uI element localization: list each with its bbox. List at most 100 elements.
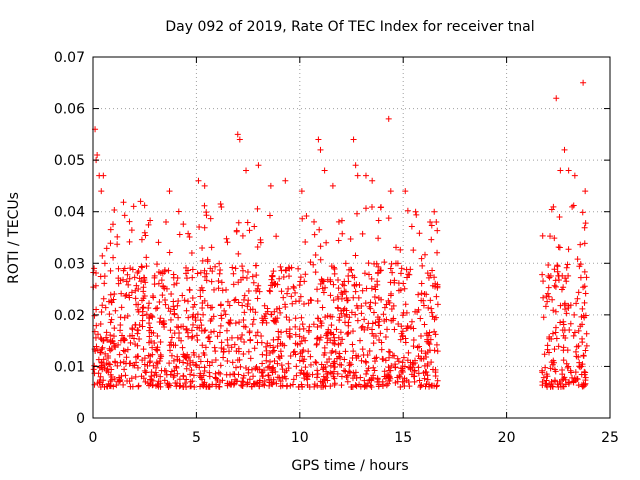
data-point — [540, 278, 547, 285]
data-point — [353, 302, 360, 309]
data-point — [263, 347, 270, 354]
data-point — [266, 363, 273, 370]
data-point — [108, 316, 115, 323]
data-point — [259, 373, 266, 380]
data-point — [544, 346, 551, 353]
data-point — [374, 376, 381, 383]
data-point — [146, 300, 153, 307]
data-point — [320, 278, 327, 285]
data-point — [562, 306, 569, 313]
data-point — [428, 305, 435, 312]
data-point — [253, 363, 260, 370]
data-point — [338, 295, 345, 302]
data-point — [382, 357, 389, 364]
data-point — [290, 376, 297, 383]
data-point — [348, 266, 355, 273]
data-point — [347, 236, 354, 243]
data-point — [551, 346, 558, 353]
data-point — [383, 382, 390, 389]
data-point — [571, 172, 578, 179]
data-point — [175, 314, 182, 321]
data-point — [213, 375, 220, 382]
data-point — [138, 263, 145, 270]
data-point — [434, 249, 441, 256]
data-point — [395, 287, 402, 294]
data-point — [186, 287, 193, 294]
data-point — [201, 364, 208, 371]
data-point — [547, 365, 554, 372]
data-point — [124, 346, 131, 353]
data-point — [293, 372, 300, 379]
data-point — [552, 283, 559, 290]
data-point — [336, 314, 343, 321]
data-point — [322, 314, 329, 321]
data-point — [314, 374, 321, 381]
data-point — [425, 274, 432, 281]
data-point — [296, 326, 303, 333]
data-point — [272, 281, 279, 288]
data-point — [541, 351, 548, 358]
data-point — [278, 288, 285, 295]
data-point — [139, 323, 146, 330]
data-point — [97, 349, 104, 356]
data-point — [338, 217, 345, 224]
data-point — [102, 350, 109, 357]
data-point — [363, 359, 370, 366]
data-point — [368, 275, 375, 282]
data-point — [552, 324, 559, 331]
data-point — [110, 333, 117, 340]
data-point — [145, 304, 152, 311]
data-point — [551, 266, 558, 273]
data-point — [174, 380, 181, 387]
data-point — [199, 245, 206, 252]
data-point — [198, 327, 205, 334]
data-point — [420, 302, 427, 309]
data-point — [381, 304, 388, 311]
data-point — [330, 281, 337, 288]
data-point — [189, 274, 196, 281]
data-point — [199, 300, 206, 307]
y-tick-label: 0.01 — [54, 359, 85, 375]
data-point — [304, 381, 311, 388]
data-point — [148, 369, 155, 376]
data-point — [118, 373, 125, 380]
data-point — [146, 327, 153, 334]
data-point — [297, 293, 304, 300]
data-point — [321, 349, 328, 356]
data-point — [195, 177, 202, 184]
data-point — [281, 369, 288, 376]
data-point — [415, 364, 422, 371]
data-point — [197, 269, 204, 276]
data-point — [386, 367, 393, 374]
data-point — [385, 364, 392, 371]
data-point — [314, 298, 321, 305]
data-point — [331, 337, 338, 344]
data-point — [418, 297, 425, 304]
data-point — [287, 353, 294, 360]
data-point — [560, 357, 567, 364]
data-point — [217, 322, 224, 329]
data-point — [253, 272, 260, 279]
data-point — [416, 377, 423, 384]
data-point — [274, 360, 281, 367]
x-tick-label: 20 — [498, 430, 516, 446]
data-point — [140, 288, 147, 295]
data-point — [259, 351, 266, 358]
data-point — [190, 349, 197, 356]
data-point — [243, 365, 250, 372]
y-tick-label: 0.05 — [54, 153, 85, 169]
data-point — [398, 265, 405, 272]
data-point — [237, 335, 244, 342]
data-point — [277, 348, 284, 355]
data-point — [245, 297, 252, 304]
data-point — [151, 372, 158, 379]
data-point — [156, 357, 163, 364]
data-point — [96, 379, 103, 386]
data-point — [565, 304, 572, 311]
data-point — [582, 188, 589, 195]
data-point — [413, 211, 420, 218]
data-point — [196, 324, 203, 331]
data-point — [365, 271, 372, 278]
data-point — [133, 282, 140, 289]
data-point — [241, 292, 248, 299]
